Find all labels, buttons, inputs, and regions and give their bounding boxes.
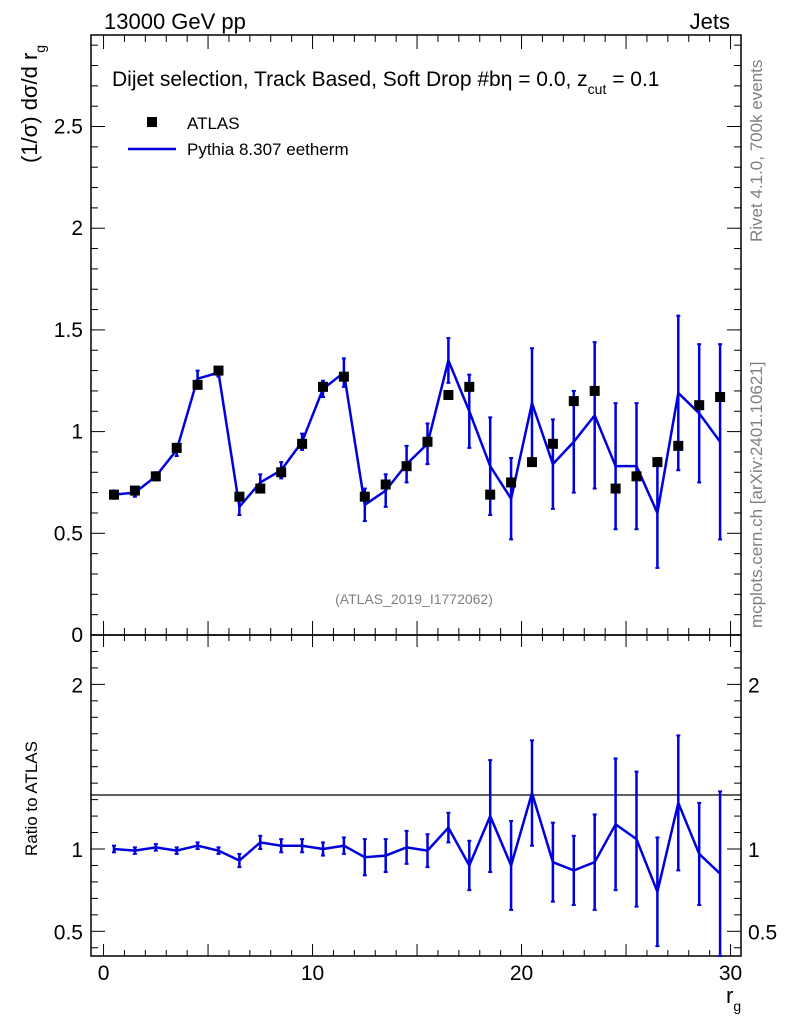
atlas-data-point bbox=[234, 491, 245, 502]
ratio-axis-label: Ratio to ATLAS bbox=[22, 741, 41, 856]
atlas-data-point bbox=[464, 381, 475, 392]
atlas-data-point bbox=[108, 489, 119, 500]
ratio-tick-label: 0.5 bbox=[54, 921, 83, 944]
atlas-data-point bbox=[297, 438, 308, 449]
atlas-data-point bbox=[443, 390, 454, 400]
pythia-ratio-series bbox=[111, 734, 723, 957]
atlas-data-point bbox=[568, 396, 579, 407]
atlas-data-point bbox=[129, 485, 140, 496]
axis-tick-labels: 0 10 20 30 0 0.5 1 1.5 2 2.5 0.5 0.5 1 1 2 2 bbox=[54, 116, 777, 985]
atlas-data-point bbox=[506, 477, 517, 488]
rivet-label: Rivet 4.1.0, 700k events bbox=[747, 60, 766, 242]
atlas-data-point bbox=[338, 371, 349, 382]
atlas-data-point bbox=[485, 489, 496, 500]
mcplots-label: mcplots.cern.ch [arXiv:2401.10621] bbox=[747, 362, 766, 628]
atlas-data-point bbox=[610, 483, 621, 494]
atlas-data-point bbox=[380, 479, 391, 490]
ratio-tick-label-right: 2 bbox=[748, 674, 760, 697]
chart-title: Dijet selection, Track Based, Soft Drop … bbox=[112, 68, 660, 97]
legend-atlas-marker bbox=[147, 117, 157, 127]
header-process: 13000 GeV pp bbox=[104, 9, 246, 34]
pythia-line bbox=[113, 356, 722, 518]
ratio-line bbox=[113, 788, 721, 896]
atlas-data-point bbox=[526, 457, 537, 468]
atlas-data-point bbox=[652, 457, 663, 468]
ratio-tick-label: 2 bbox=[71, 674, 83, 697]
analysis-tag: (ATLAS_2019_I1772062) bbox=[335, 591, 493, 607]
atlas-data-point bbox=[673, 440, 684, 451]
atlas-data-point bbox=[359, 491, 370, 502]
ratio-tick-label: 1 bbox=[71, 839, 83, 862]
atlas-data-point bbox=[422, 436, 433, 447]
atlas-data-point bbox=[276, 467, 287, 478]
x-tick-label: 30 bbox=[719, 962, 742, 985]
x-tick-label: 0 bbox=[98, 962, 110, 985]
y-tick-label: 2.5 bbox=[54, 116, 83, 139]
atlas-data-point bbox=[401, 461, 412, 472]
atlas-data-point bbox=[589, 385, 600, 396]
atlas-data-point bbox=[694, 400, 705, 411]
atlas-data-point bbox=[631, 471, 642, 482]
atlas-data-point bbox=[192, 379, 203, 390]
y-tick-label: 2 bbox=[71, 217, 83, 240]
ratio-tick-label-right: 1 bbox=[748, 839, 760, 862]
atlas-data-point bbox=[715, 392, 726, 403]
atlas-data-point bbox=[213, 365, 224, 376]
y-tick-label: 0 bbox=[71, 624, 83, 647]
atlas-main-series bbox=[108, 365, 726, 502]
atlas-data-point bbox=[150, 471, 161, 482]
atlas-data-point bbox=[255, 483, 266, 494]
y-tick-label: 1.5 bbox=[54, 319, 83, 342]
atlas-data-point bbox=[171, 442, 182, 453]
y-tick-label: 0.5 bbox=[54, 522, 83, 545]
x-tick-label: 20 bbox=[510, 962, 533, 985]
pythia-main-series bbox=[111, 314, 723, 569]
atlas-data-point bbox=[317, 381, 328, 392]
y-axis-label: (1/σ) dσ/d rg bbox=[17, 45, 48, 163]
legend-atlas-label: ATLAS bbox=[187, 114, 240, 133]
x-axis-label: rg bbox=[726, 983, 741, 1014]
y-tick-label: 1 bbox=[71, 421, 83, 444]
header-category: Jets bbox=[690, 9, 730, 34]
x-tick-label: 10 bbox=[301, 962, 324, 985]
legend-pythia-label: Pythia 8.307 eetherm bbox=[187, 140, 349, 159]
axis-ticks bbox=[91, 35, 741, 956]
ratio-tick-label-right: 0.5 bbox=[748, 921, 777, 944]
atlas-data-point bbox=[547, 438, 558, 449]
